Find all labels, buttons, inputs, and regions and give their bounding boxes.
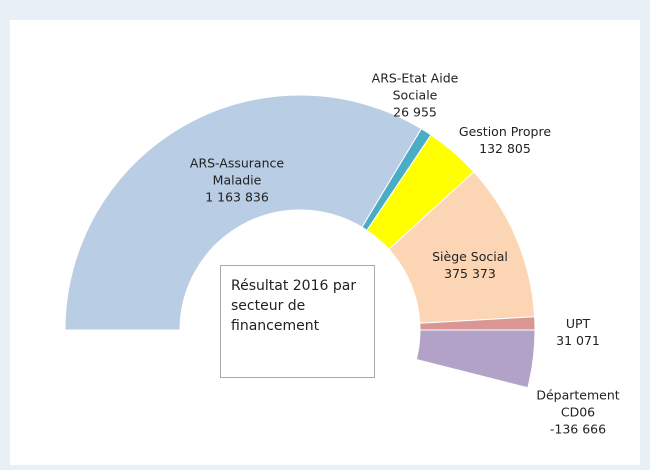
category-name: UPT (565, 316, 591, 331)
category-name: ARS-Etat Aide Sociale (371, 70, 459, 103)
value-label: 31 071 (556, 333, 600, 348)
chart-title: Résultat 2016 par secteur de financement (220, 265, 375, 378)
value-label: 132 805 (479, 141, 531, 156)
segment-label: ARS-Etat Aide Sociale 26 955 (370, 70, 460, 121)
value-label: 375 373 (444, 266, 496, 281)
category-name: Département CD06 (536, 387, 620, 420)
category-name: Gestion Propre (458, 124, 552, 139)
category-name: Siège Social (432, 249, 508, 264)
value-label: -136 666 (549, 421, 607, 437)
donut-segment (64, 94, 423, 331)
value-label: 26 955 (393, 104, 437, 120)
donut-segment (415, 329, 536, 389)
segment-label: Siège Social 375 373 (410, 248, 530, 282)
segment-label: Gestion Propre 132 805 (445, 123, 565, 157)
segment-label: Département CD06 -136 666 (518, 387, 638, 438)
value-label: 1 163 836 (205, 189, 269, 205)
category-name: ARS-Assurance Maladie (189, 155, 285, 188)
segment-label: UPT 31 071 (518, 315, 638, 349)
segment-label: ARS-Assurance Maladie 1 163 836 (182, 155, 292, 206)
